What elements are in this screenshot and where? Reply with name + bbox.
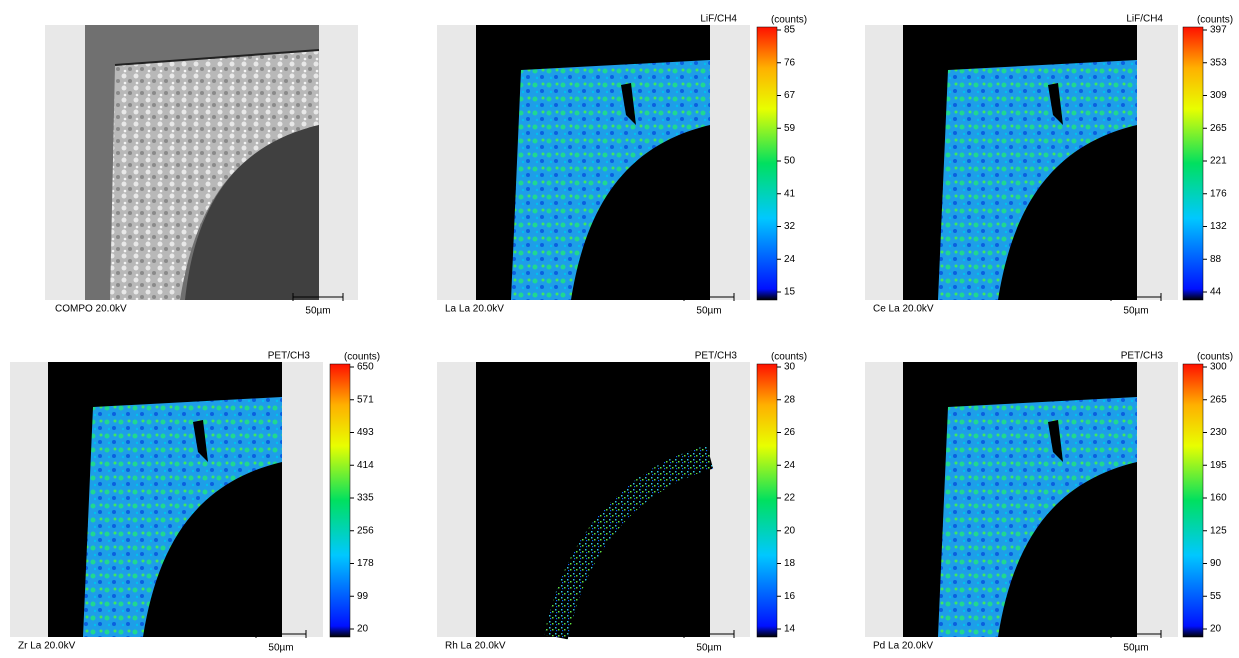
pore (621, 83, 636, 125)
pore (1048, 83, 1063, 125)
unit-label: (counts) (344, 352, 380, 363)
map-image (476, 25, 710, 300)
sample-region (938, 60, 1137, 300)
color-tick-label: 26 (784, 427, 796, 438)
sample-region (511, 60, 710, 300)
unit-label: (counts) (1197, 15, 1233, 26)
map-image (903, 25, 1137, 300)
map-image (476, 362, 714, 640)
crystal-label: PET/CH3 (1121, 351, 1164, 362)
color-tick-label: 195 (1210, 460, 1227, 471)
scale-bar-label: 50µm (305, 306, 330, 317)
color-tick-label: 14 (784, 624, 796, 635)
panel-label: La La 20.0kV (445, 304, 504, 315)
scale-bar-label: 50µm (696, 643, 721, 653)
color-bar (329, 363, 351, 638)
panel-label: Pd La 20.0kV (873, 641, 933, 652)
color-tick-label: 176 (1210, 188, 1227, 199)
color-tick-label: 22 (784, 493, 796, 504)
color-tick-label: 55 (1210, 591, 1222, 602)
color-tick-label: 44 (1210, 287, 1222, 298)
color-bar (1182, 363, 1204, 638)
color-tick-label: 88 (1210, 254, 1222, 265)
color-tick-label: 20 (357, 624, 369, 635)
color-tick-label: 256 (357, 525, 374, 536)
color-tick-label: 24 (784, 254, 796, 265)
color-tick-label: 59 (784, 123, 796, 134)
color-tick-label: 24 (784, 460, 796, 471)
map-image (48, 362, 282, 637)
color-tick-label: 90 (1210, 558, 1222, 569)
panel-label: Ce La 20.0kV (873, 304, 934, 315)
unit-label: (counts) (771, 352, 807, 363)
panel-label: COMPO 20.0kV (55, 304, 127, 315)
dark-region (185, 125, 319, 300)
map-image (85, 25, 320, 300)
sample-edge (114, 49, 320, 66)
color-tick-label: 335 (357, 493, 374, 504)
pore (193, 420, 208, 462)
panel-label: Zr La 20.0kV (18, 641, 76, 652)
color-tick-label: 571 (357, 394, 374, 405)
color-tick-label: 30 (784, 362, 796, 373)
crystal-label: PET/CH3 (268, 351, 311, 362)
color-bar (1182, 26, 1204, 301)
pore (1048, 420, 1063, 462)
color-tick-label: 160 (1210, 493, 1227, 504)
color-bar (756, 363, 778, 638)
color-tick-label: 353 (1210, 57, 1227, 68)
panel-label: Rh La 20.0kV (445, 641, 506, 652)
color-tick-label: 650 (357, 362, 374, 373)
sample-region (83, 397, 282, 637)
color-tick-label: 309 (1210, 90, 1227, 101)
color-tick-label: 18 (784, 558, 796, 569)
crystal-label: LiF/CH4 (700, 14, 737, 25)
crystal-label: PET/CH3 (695, 351, 738, 362)
color-tick-label: 397 (1210, 25, 1227, 36)
color-tick-label: 20 (1210, 624, 1222, 635)
scale-bar-label: 50µm (1123, 643, 1148, 653)
sample-band (544, 445, 714, 640)
color-tick-label: 16 (784, 591, 796, 602)
color-tick-label: 85 (784, 25, 796, 36)
color-tick-label: 67 (784, 90, 796, 101)
color-tick-label: 300 (1210, 362, 1227, 373)
color-tick-label: 414 (357, 460, 374, 471)
color-bar (756, 26, 778, 301)
scale-bar-label: 50µm (268, 643, 293, 653)
unit-label: (counts) (1197, 352, 1233, 363)
sample-region (938, 397, 1137, 637)
scale-bar-label: 50µm (696, 306, 721, 317)
image-bg (476, 362, 710, 637)
color-tick-label: 15 (784, 287, 796, 298)
color-tick-label: 265 (1210, 123, 1227, 134)
color-tick-label: 221 (1210, 156, 1227, 167)
sample-region (110, 50, 319, 300)
color-tick-label: 41 (784, 188, 796, 199)
color-tick-label: 230 (1210, 427, 1227, 438)
unit-label: (counts) (771, 15, 807, 26)
color-tick-label: 50 (784, 156, 796, 167)
color-tick-label: 125 (1210, 525, 1227, 536)
color-tick-label: 178 (357, 558, 374, 569)
color-tick-label: 32 (784, 221, 796, 232)
color-tick-label: 76 (784, 57, 796, 68)
color-tick-label: 265 (1210, 394, 1227, 405)
color-tick-label: 99 (357, 591, 369, 602)
color-tick-label: 20 (784, 525, 796, 536)
color-tick-label: 28 (784, 394, 796, 405)
map-image (903, 362, 1137, 637)
scale-bar-label: 50µm (1123, 306, 1148, 317)
color-tick-label: 493 (357, 427, 374, 438)
color-tick-label: 132 (1210, 221, 1227, 232)
crystal-label: LiF/CH4 (1126, 14, 1163, 25)
